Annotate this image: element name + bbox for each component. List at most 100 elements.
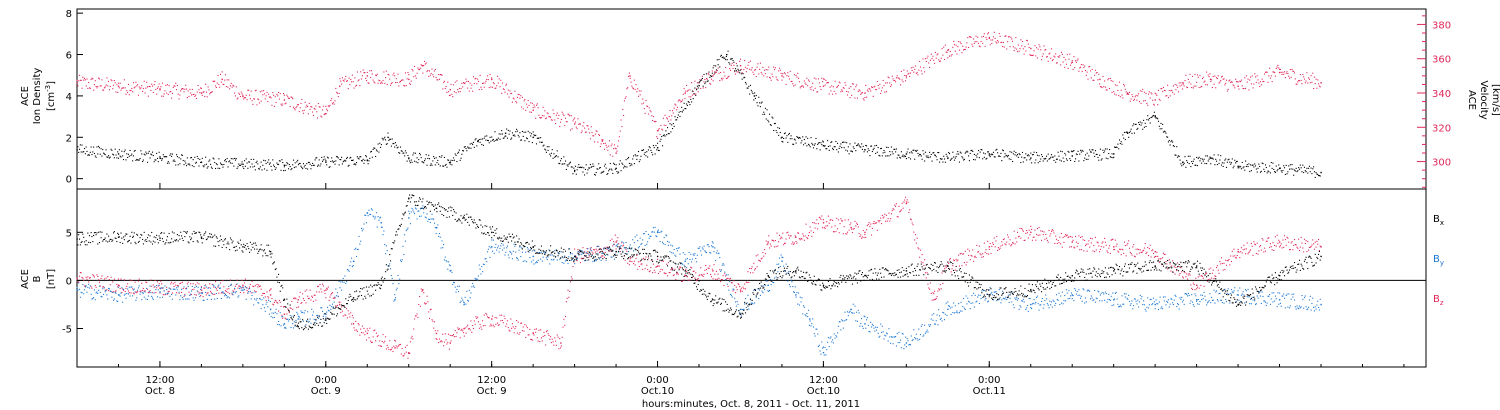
density-sample-503: [493, 140, 495, 142]
density-sample-179: [224, 159, 227, 161]
density-sample-934: [851, 150, 853, 152]
bz-sample-359: [374, 329, 376, 331]
density-sample-958: [871, 145, 873, 147]
velocity-sample-765: [710, 78, 713, 80]
density-sample-1382: [1222, 165, 1224, 168]
by-sample-156: [205, 286, 207, 288]
bz-sample-945: [860, 234, 862, 236]
velocity-sample-123: [178, 98, 180, 100]
velocity-sample-612: [584, 127, 586, 129]
velocity-sample-689: [647, 113, 650, 115]
bz-sample-1: [77, 281, 79, 283]
density-sample-452: [451, 164, 453, 166]
density-sample-1438: [1269, 165, 1271, 167]
density-sample-251: [284, 169, 286, 171]
velocity-sample-57: [123, 79, 125, 81]
bz-sample-666: [628, 264, 630, 266]
velocity-sample-10: [84, 79, 86, 81]
velocity-sample-1437: [1268, 75, 1270, 77]
bz-sample-1157: [1036, 233, 1038, 235]
bz-sample-768: [713, 264, 715, 266]
bz-sample-1154: [1033, 236, 1035, 238]
velocity-sample-1486: [1308, 78, 1310, 80]
velocity-sample-628: [597, 141, 599, 143]
velocity-sample-1297: [1152, 99, 1154, 101]
density-sample-650: [615, 164, 617, 166]
velocity-sample-1009: [913, 71, 915, 73]
density-sample-1146: [1026, 155, 1029, 157]
bz-sample-1481: [1304, 242, 1306, 245]
velocity-sample-1141: [1022, 48, 1024, 50]
velocity-sample-282: [310, 105, 312, 108]
density-sample-1453: [1281, 171, 1283, 173]
velocity-sample-156: [205, 91, 207, 93]
velocity-sample-43: [112, 88, 114, 90]
density-sample-427: [430, 163, 432, 165]
density-sample-189: [233, 165, 235, 167]
velocity-sample-1442: [1272, 71, 1274, 73]
velocity-sample-1389: [1228, 80, 1230, 82]
bz-sample-45: [113, 278, 115, 280]
density-sample-546: [529, 132, 531, 134]
bz-sample-1327: [1177, 262, 1179, 264]
bz-sample-959: [871, 227, 873, 229]
velocity-sample-763: [709, 82, 711, 84]
density-sample-177: [223, 163, 225, 166]
density-sample-542: [525, 137, 528, 139]
bz-sample-1082: [973, 256, 975, 258]
bz-sample-307: [331, 292, 333, 295]
bz-sample-413: [419, 295, 421, 298]
velocity-sample-1468: [1293, 72, 1296, 74]
density-sample-653: [618, 171, 620, 173]
velocity-sample-1270: [1129, 100, 1131, 102]
bz-sample-796: [736, 289, 738, 291]
velocity-sample-1257: [1118, 81, 1121, 83]
velocity-sample-1022: [924, 71, 926, 73]
bz-sample-537: [521, 330, 523, 332]
velocity-sample-1433: [1264, 71, 1267, 73]
bz-sample-1108: [995, 240, 997, 242]
velocity-point-34: [1182, 82, 1184, 84]
density-sample-348: [365, 155, 367, 157]
bz-sample-329: [349, 316, 351, 318]
velocity-sample-937: [853, 88, 855, 90]
velocity-sample-932: [849, 97, 851, 99]
density-sample-1191: [1064, 152, 1066, 154]
bz-sample-1377: [1218, 272, 1220, 274]
velocity-sample-50: [117, 82, 120, 84]
velocity-sample-876: [802, 86, 805, 88]
density-sample-868: [796, 136, 798, 138]
bz-sample-89: [150, 279, 152, 281]
density-sample-592: [567, 165, 569, 167]
density-sample-925: [843, 147, 845, 149]
bz-sample-438: [439, 341, 441, 343]
legend-bz-sub: z: [1440, 299, 1444, 307]
velocity-sample-6: [81, 87, 83, 89]
density-sample-1471: [1296, 171, 1298, 173]
density-sample-943: [858, 144, 860, 146]
density-sample-529: [515, 131, 517, 133]
density-sample-536: [521, 139, 523, 141]
by-sample-74: [137, 287, 139, 289]
density-sample-1431: [1263, 168, 1265, 170]
velocity-sample-648: [613, 144, 616, 146]
bz-sample-777: [720, 278, 722, 281]
bz-sample-992: [899, 211, 901, 213]
density-sample-155: [205, 156, 207, 158]
velocity-sample-1010: [914, 68, 916, 70]
velocity-sample-1232: [1098, 73, 1100, 75]
density-sample-229: [266, 169, 268, 171]
bz-sample-819: [755, 255, 757, 257]
bz-sample-392: [401, 347, 403, 350]
bz-sample-1480: [1303, 238, 1306, 240]
bz-sample-1465: [1291, 241, 1293, 243]
bz-sample-997: [903, 201, 905, 203]
velocity-sample-684: [643, 108, 645, 110]
bz-sample-1029: [929, 282, 931, 284]
velocity-sample-790: [731, 62, 733, 64]
density-sample-913: [833, 146, 835, 148]
bz-sample-95: [155, 291, 157, 294]
by-sample-32: [103, 293, 105, 295]
velocity-sample-277: [306, 104, 308, 106]
velocity-sample-743: [692, 90, 694, 93]
